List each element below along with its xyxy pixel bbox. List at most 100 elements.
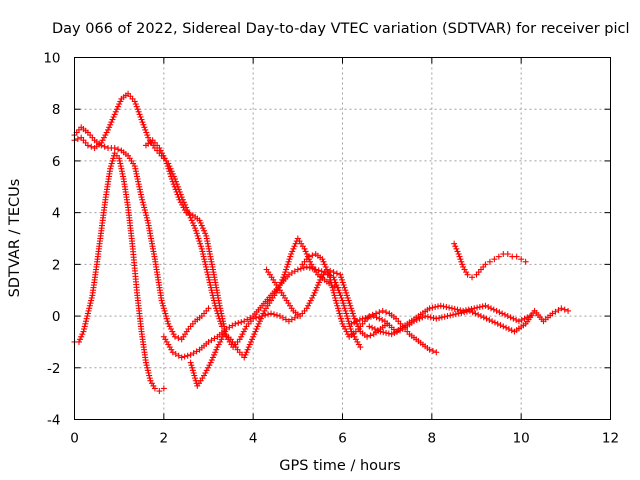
data-point <box>133 170 140 177</box>
x-tick-label: 6 <box>338 431 347 447</box>
data-point <box>184 352 191 359</box>
data-point <box>565 307 572 314</box>
data-point <box>344 315 351 322</box>
data-point <box>206 279 213 286</box>
data-point <box>131 163 138 170</box>
data-point <box>394 328 401 335</box>
data-point <box>326 271 333 278</box>
data-point <box>142 209 149 216</box>
data-point <box>197 219 204 226</box>
data-point <box>331 292 338 299</box>
data-point <box>201 256 208 263</box>
y-tick-label: 8 <box>52 102 61 118</box>
data-point <box>440 303 447 310</box>
data-point <box>419 314 426 321</box>
data-point <box>244 346 251 353</box>
data-point <box>169 328 176 335</box>
y-tick-label: 6 <box>52 154 61 170</box>
data-point <box>135 181 142 188</box>
data-point <box>163 157 170 164</box>
data-point <box>309 252 316 259</box>
data-point <box>247 338 254 345</box>
data-point <box>132 168 139 175</box>
data-point <box>191 372 198 379</box>
data-point <box>265 311 272 318</box>
data-point <box>476 304 483 311</box>
x-tick-label: 8 <box>428 431 437 447</box>
data-point <box>232 320 239 327</box>
data-point <box>479 303 486 310</box>
data-point <box>236 336 243 343</box>
data-point <box>111 111 118 118</box>
data-point <box>323 266 330 273</box>
data-point <box>200 251 207 258</box>
data-point <box>433 349 440 356</box>
data-point <box>201 372 208 379</box>
data-point <box>454 306 461 313</box>
data-point <box>351 319 358 326</box>
grid <box>74 57 611 420</box>
data-point <box>451 305 458 312</box>
data-point <box>371 326 378 332</box>
data-point <box>290 245 297 252</box>
data-point <box>196 238 203 245</box>
data-point <box>172 186 179 193</box>
data-point <box>134 176 141 183</box>
data-point <box>214 344 221 351</box>
data-point <box>383 309 390 316</box>
data-point <box>195 235 202 242</box>
data-point <box>85 307 92 314</box>
data-point <box>136 183 143 190</box>
data-point <box>143 214 150 221</box>
data-point <box>522 258 529 265</box>
data-point <box>84 310 91 317</box>
data-point <box>379 307 386 314</box>
data-point <box>469 309 476 316</box>
data-point <box>166 168 173 175</box>
data-point <box>151 385 158 392</box>
data-point <box>379 316 386 323</box>
data-point <box>161 307 168 314</box>
data-point <box>367 332 374 339</box>
data-point <box>205 364 212 371</box>
data-point <box>278 279 285 286</box>
data-point <box>482 302 489 309</box>
data-point <box>494 320 501 327</box>
data-point <box>429 304 436 311</box>
data-point <box>132 165 139 172</box>
data-point <box>192 225 199 232</box>
data-point <box>345 297 352 304</box>
data-point <box>99 137 106 144</box>
data-point <box>218 313 225 320</box>
data-point <box>330 289 337 296</box>
data-point <box>108 119 115 126</box>
data-point <box>287 253 294 260</box>
data-point <box>183 209 190 216</box>
data-point <box>170 181 177 188</box>
data-point <box>110 155 117 162</box>
data-point <box>158 297 165 304</box>
data-point <box>194 232 201 239</box>
data-point <box>84 313 91 320</box>
data-point <box>101 143 108 150</box>
data-point <box>77 336 84 343</box>
data-point <box>199 248 206 255</box>
data-point <box>343 289 350 296</box>
data-point <box>81 323 88 330</box>
data-point <box>302 248 309 255</box>
data-point <box>249 336 256 343</box>
data-point <box>448 305 455 312</box>
data-point <box>518 316 525 323</box>
data-point <box>203 367 210 374</box>
data-point <box>238 319 245 326</box>
data-point <box>472 310 479 317</box>
data-point <box>337 292 344 299</box>
data-point <box>116 155 123 162</box>
data-point <box>297 265 304 272</box>
data-point <box>160 302 167 309</box>
data-point <box>385 330 392 337</box>
data-point <box>330 269 337 276</box>
data-point <box>366 323 373 330</box>
data-point <box>348 320 355 327</box>
data-point <box>144 367 151 374</box>
